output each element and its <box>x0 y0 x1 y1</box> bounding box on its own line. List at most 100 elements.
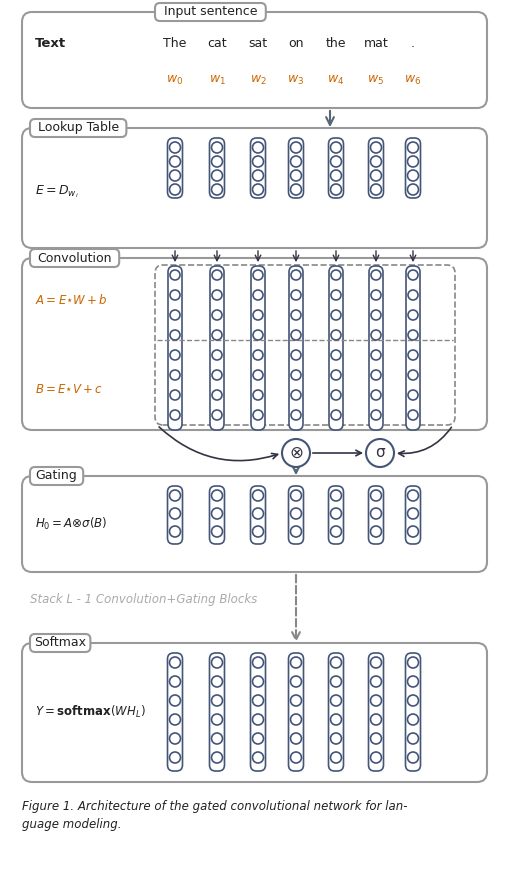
Circle shape <box>169 508 181 519</box>
Circle shape <box>330 752 342 763</box>
Circle shape <box>212 526 222 537</box>
FancyBboxPatch shape <box>328 138 344 198</box>
Circle shape <box>212 490 222 501</box>
Circle shape <box>169 184 181 195</box>
Circle shape <box>331 350 341 360</box>
Text: The: The <box>163 37 187 51</box>
FancyBboxPatch shape <box>406 266 420 430</box>
Circle shape <box>253 270 263 280</box>
Circle shape <box>253 410 263 420</box>
Circle shape <box>170 310 180 320</box>
Circle shape <box>169 733 181 744</box>
Circle shape <box>252 142 264 153</box>
Circle shape <box>291 508 301 519</box>
Circle shape <box>212 290 222 300</box>
Circle shape <box>169 714 181 725</box>
Circle shape <box>252 733 264 744</box>
FancyBboxPatch shape <box>22 258 487 430</box>
FancyBboxPatch shape <box>369 653 383 771</box>
Text: Input sentence: Input sentence <box>164 5 257 18</box>
Circle shape <box>291 270 301 280</box>
Circle shape <box>291 733 301 744</box>
Circle shape <box>252 170 264 181</box>
FancyBboxPatch shape <box>250 138 266 198</box>
Circle shape <box>408 676 418 687</box>
Circle shape <box>408 733 418 744</box>
Circle shape <box>212 390 222 400</box>
FancyBboxPatch shape <box>22 128 487 248</box>
Circle shape <box>331 310 341 320</box>
Text: $w_5$: $w_5$ <box>367 73 384 86</box>
Text: $Y = \mathbf{softmax}(WH_L)$: $Y = \mathbf{softmax}(WH_L)$ <box>35 704 146 720</box>
Circle shape <box>371 350 381 360</box>
Circle shape <box>408 695 418 706</box>
Circle shape <box>252 676 264 687</box>
FancyBboxPatch shape <box>289 266 303 430</box>
Circle shape <box>371 142 382 153</box>
Text: Text: Text <box>35 37 66 51</box>
Circle shape <box>291 310 301 320</box>
Circle shape <box>291 184 301 195</box>
Circle shape <box>371 390 381 400</box>
Circle shape <box>331 330 341 340</box>
Circle shape <box>212 184 222 195</box>
Circle shape <box>330 142 342 153</box>
Circle shape <box>212 330 222 340</box>
Circle shape <box>366 439 394 467</box>
Circle shape <box>170 410 180 420</box>
Text: $w_0$: $w_0$ <box>166 73 184 86</box>
Circle shape <box>371 270 381 280</box>
Circle shape <box>291 714 301 725</box>
Text: $H_0 = A{\otimes}\sigma(B)$: $H_0 = A{\otimes}\sigma(B)$ <box>35 516 107 532</box>
Text: sat: sat <box>248 37 268 51</box>
Circle shape <box>282 439 310 467</box>
FancyBboxPatch shape <box>289 653 303 771</box>
Circle shape <box>408 390 418 400</box>
FancyBboxPatch shape <box>406 486 420 544</box>
Circle shape <box>252 657 264 668</box>
Circle shape <box>252 695 264 706</box>
Circle shape <box>170 330 180 340</box>
FancyBboxPatch shape <box>369 266 383 430</box>
Circle shape <box>212 170 222 181</box>
Circle shape <box>169 156 181 167</box>
FancyBboxPatch shape <box>210 653 224 771</box>
FancyBboxPatch shape <box>167 138 183 198</box>
FancyBboxPatch shape <box>210 138 224 198</box>
Circle shape <box>330 156 342 167</box>
Circle shape <box>169 170 181 181</box>
Text: $B = E{\star}V + c$: $B = E{\star}V + c$ <box>35 384 103 397</box>
Circle shape <box>371 733 382 744</box>
Circle shape <box>291 390 301 400</box>
Circle shape <box>253 310 263 320</box>
Text: mat: mat <box>363 37 388 51</box>
Circle shape <box>371 714 382 725</box>
Text: $w_1$: $w_1$ <box>209 73 225 86</box>
Circle shape <box>252 156 264 167</box>
Circle shape <box>408 156 418 167</box>
Circle shape <box>252 714 264 725</box>
Circle shape <box>169 676 181 687</box>
Circle shape <box>331 290 341 300</box>
Circle shape <box>408 170 418 181</box>
Text: $w_6$: $w_6$ <box>404 73 421 86</box>
Circle shape <box>330 657 342 668</box>
Circle shape <box>408 370 418 380</box>
Text: ⊗: ⊗ <box>289 444 303 462</box>
Circle shape <box>408 270 418 280</box>
FancyBboxPatch shape <box>406 653 420 771</box>
Circle shape <box>291 490 301 501</box>
Circle shape <box>291 410 301 420</box>
FancyBboxPatch shape <box>210 266 224 430</box>
Circle shape <box>371 676 382 687</box>
Circle shape <box>330 714 342 725</box>
FancyBboxPatch shape <box>30 119 126 137</box>
Circle shape <box>170 350 180 360</box>
Circle shape <box>212 350 222 360</box>
Text: $w_3$: $w_3$ <box>288 73 304 86</box>
Circle shape <box>408 142 418 153</box>
Circle shape <box>408 350 418 360</box>
FancyBboxPatch shape <box>167 653 183 771</box>
Circle shape <box>212 310 222 320</box>
Circle shape <box>371 410 381 420</box>
